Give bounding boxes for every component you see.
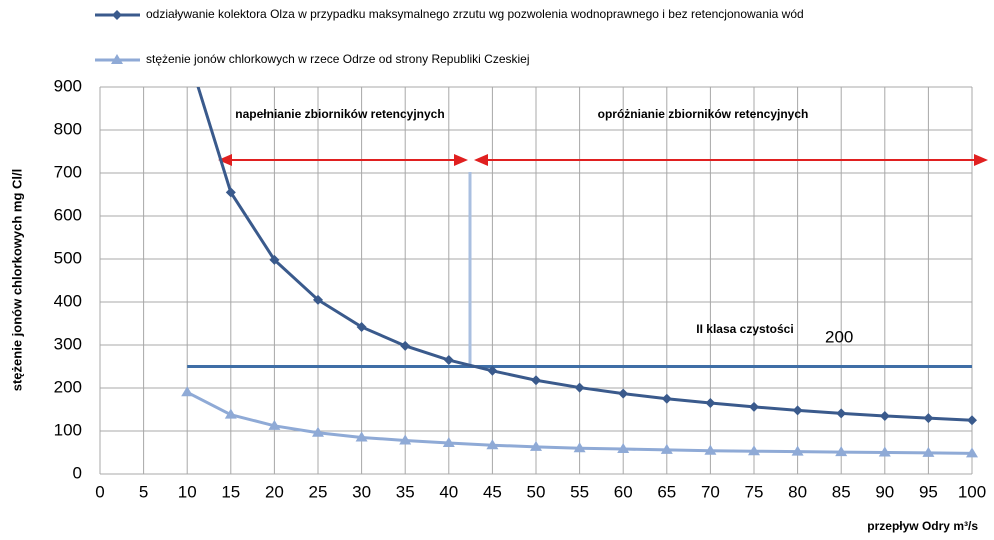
point [967,415,977,426]
x-tick-label: 5 [139,482,148,501]
point [618,388,629,399]
point [922,446,935,457]
point [661,393,672,404]
x-tick-label: 95 [919,482,938,501]
series [181,386,978,458]
point [268,419,281,430]
x-tick-label: 90 [875,482,894,501]
x-tick-label: 55 [570,482,589,501]
x-tick-label: 75 [745,482,764,501]
point [574,382,585,393]
series [196,87,977,426]
point [835,446,848,457]
point [923,413,934,424]
point [313,294,323,305]
annotation: 200 [825,327,853,346]
point [573,442,586,453]
point [443,355,454,366]
point [225,187,236,198]
arrow-head [474,154,488,166]
x-tick-label: 35 [396,482,415,501]
x-tick-label: 100 [958,482,986,501]
legend-marker [112,10,122,20]
point [355,431,368,442]
point [400,340,411,351]
point [530,440,542,451]
legend-label: stężenie jonów chlorkowych w rzece Odrze… [146,52,530,66]
point [399,434,412,445]
x-tick-label: 0 [95,482,104,501]
y-tick-label: 0 [73,463,82,482]
y-tick-label: 400 [54,291,82,310]
x-tick-label: 45 [483,482,502,501]
x-tick-label: 85 [832,482,851,501]
y-tick-label: 700 [54,162,82,181]
point [879,410,890,421]
annotation: napełnianie zbiorników retencyjnych [235,107,444,121]
point [356,321,367,332]
point [749,401,759,412]
point [617,443,630,454]
point [312,426,324,437]
point [181,386,194,397]
y-tick-label: 600 [54,205,82,224]
arrows [218,154,988,166]
x-tick-label: 20 [265,482,284,501]
y-tick-label: 100 [54,420,82,439]
y-tick-label: 200 [54,377,82,396]
arrow-head [218,154,232,166]
point [486,439,499,450]
x-tick-label: 10 [178,482,197,501]
x-tick-label: 70 [701,482,720,501]
x-tick-label: 15 [221,482,240,501]
point [705,398,716,409]
arrow-head [974,154,988,166]
point [966,447,978,458]
legend-label: odziaływanie kolektora Olza w przypadku … [146,7,804,21]
x-tick-label: 80 [788,482,807,501]
point [878,446,891,457]
point [748,445,760,456]
point [487,365,498,376]
x-tick-label: 60 [614,482,633,501]
x-tick-label: 50 [527,482,546,501]
y-tick-label: 500 [54,248,82,267]
point [224,408,237,419]
arrow-head [454,154,468,166]
point [791,445,804,456]
legend-marker [111,54,123,64]
x-tick-label: 40 [439,482,458,501]
y-tick-label: 800 [54,119,82,138]
x-tick-label: 30 [352,482,371,501]
y-axis-title: stężenie jonów chlorkowych mg Cl/l [9,169,24,392]
point [836,408,847,419]
point [704,444,717,455]
annotation: opróżnianie zbiorników retencyjnych [598,107,809,121]
threshold-label: II klasa czystości [696,322,793,336]
x-tick-label: 25 [309,482,328,501]
point [792,405,803,416]
point [269,254,280,265]
point [531,375,541,386]
point [660,443,673,454]
x-tick-label: 65 [657,482,676,501]
point [442,437,455,448]
y-tick-label: 900 [54,76,82,95]
x-axis-title: przepływ Odry m³/s [867,519,978,533]
y-tick-label: 300 [54,334,82,353]
